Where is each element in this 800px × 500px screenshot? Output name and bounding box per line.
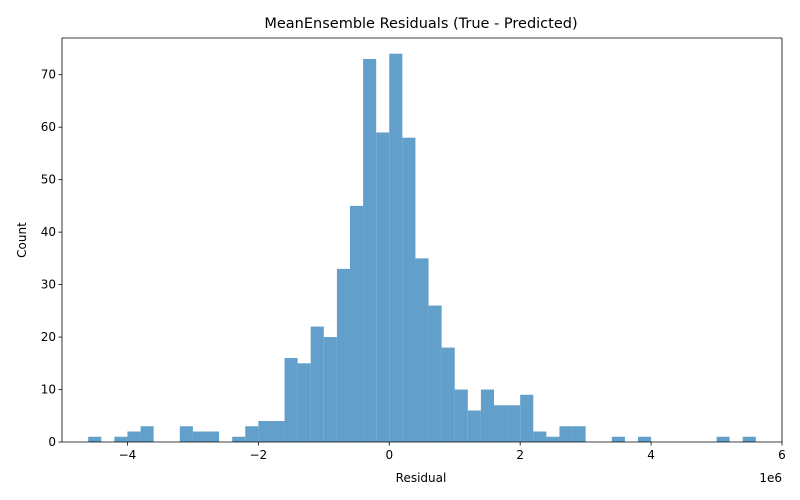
histogram-bar xyxy=(363,58,377,443)
histogram-bar xyxy=(323,337,337,442)
histogram-bar xyxy=(480,389,494,442)
histogram-bar xyxy=(402,137,416,442)
histogram-bar xyxy=(546,436,560,442)
y-tick-label: 30 xyxy=(41,278,56,292)
histogram-bar xyxy=(140,426,154,442)
histogram-bar xyxy=(454,389,468,442)
x-tick-label: 6 xyxy=(778,448,786,462)
histogram-bars xyxy=(88,53,756,443)
y-tick-label: 0 xyxy=(48,435,56,449)
histogram-bar xyxy=(742,436,756,442)
histogram-bar xyxy=(572,426,586,442)
histogram-bar xyxy=(559,426,573,442)
axes xyxy=(61,37,783,443)
x-axis-ticks: −4 −2 0 2 4 6 xyxy=(119,442,786,462)
histogram-bar xyxy=(179,426,193,442)
y-tick-label: 70 xyxy=(41,68,56,82)
x-axis-offset-label: 1e6 xyxy=(759,471,782,485)
histogram-bar xyxy=(507,405,521,442)
histogram-bar xyxy=(297,363,311,442)
histogram-bar xyxy=(520,394,534,442)
histogram-bar xyxy=(206,431,220,442)
histogram-bar xyxy=(284,358,298,442)
y-tick-label: 50 xyxy=(41,173,56,187)
x-tick-label: 2 xyxy=(516,448,524,462)
y-tick-label: 20 xyxy=(41,330,56,344)
histogram-bar xyxy=(310,326,324,442)
histogram-bar xyxy=(258,421,272,442)
histogram-bar xyxy=(467,410,481,442)
histogram-bar xyxy=(88,436,102,442)
histogram-bar xyxy=(494,405,508,442)
x-tick-label: −2 xyxy=(250,448,268,462)
histogram-bar xyxy=(232,436,246,442)
histogram-bar xyxy=(114,436,128,442)
chart-title: MeanEnsemble Residuals (True - Predicted… xyxy=(264,16,577,32)
y-tick-label: 60 xyxy=(41,120,56,134)
histogram-bar xyxy=(245,426,259,442)
y-tick-label: 10 xyxy=(41,383,56,397)
x-tick-label: 4 xyxy=(647,448,655,462)
histogram-bar xyxy=(638,436,652,442)
y-tick-label: 40 xyxy=(41,225,56,239)
histogram-bar xyxy=(336,268,350,442)
histogram-bar xyxy=(611,436,625,442)
y-axis-ticks: 0 10 20 30 40 50 60 70 xyxy=(41,68,62,449)
histogram-bar xyxy=(428,305,442,442)
histogram-bar xyxy=(389,53,403,443)
histogram-bar xyxy=(350,205,364,442)
histogram-bar xyxy=(376,132,390,442)
y-axis-title: Count xyxy=(15,222,29,258)
histogram-bar xyxy=(415,258,429,442)
x-tick-label: −4 xyxy=(119,448,137,462)
histogram-bar xyxy=(271,421,285,442)
x-axis-title: Residual xyxy=(396,471,447,485)
histogram-bar xyxy=(533,431,547,442)
histogram-bar xyxy=(716,436,730,442)
x-tick-label: 0 xyxy=(385,448,393,462)
histogram-bar xyxy=(127,431,141,442)
histogram-bar xyxy=(192,431,206,442)
histogram-bar xyxy=(441,347,455,442)
